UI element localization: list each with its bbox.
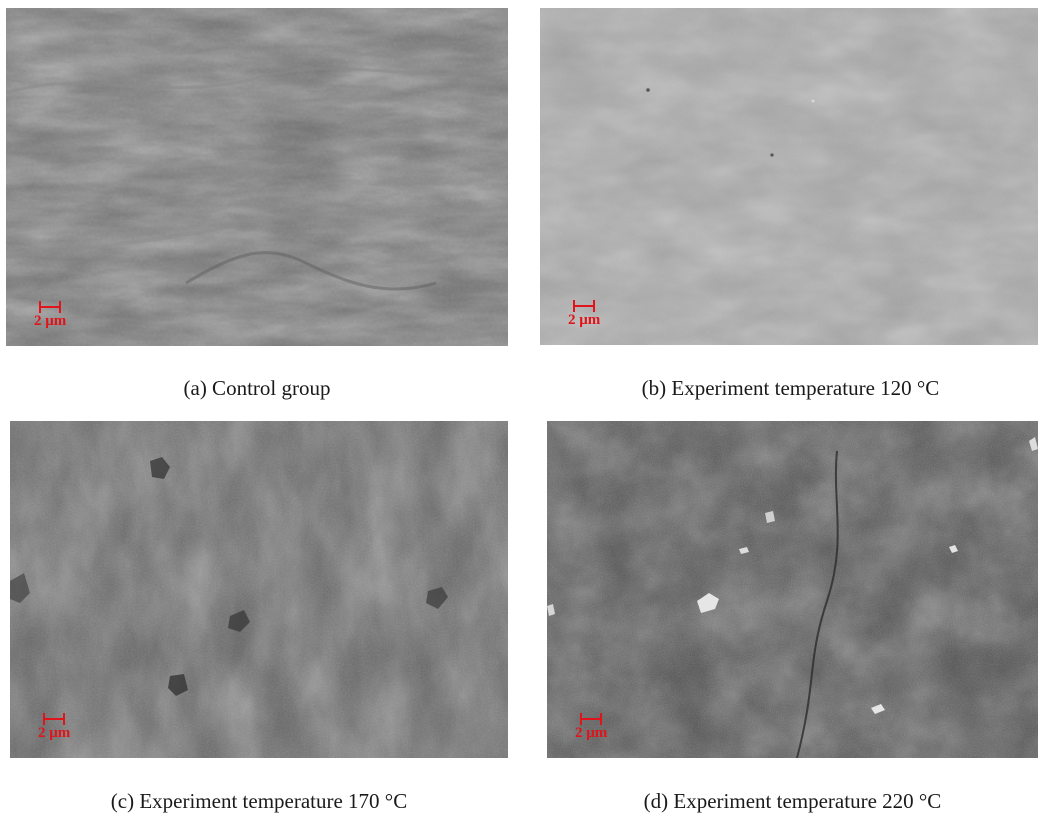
scale-bar-label: 2 μm: [575, 725, 608, 741]
sem-texture-c: [10, 421, 508, 758]
sem-texture-d: [547, 421, 1038, 758]
caption-control-group: (a) Control group: [183, 376, 331, 400]
sem-texture-a: [6, 8, 508, 346]
sem-image-120c: 2 μm: [540, 8, 1038, 345]
caption-220c: (d) Experiment temperature 220 °C: [643, 789, 942, 813]
sem-image-220c: 2 μm: [547, 421, 1038, 758]
sem-image-control-group: 2 μm: [6, 8, 508, 346]
scale-bar: 2 μm: [568, 299, 608, 339]
scale-bar-label: 2 μm: [38, 725, 71, 741]
scale-bar: 2 μm: [575, 712, 615, 752]
scale-bar: 2 μm: [34, 300, 74, 340]
scale-bar-label: 2 μm: [568, 312, 601, 328]
caption-120c: (b) Experiment temperature 120 °C: [641, 376, 940, 400]
sem-texture-b: [540, 8, 1038, 345]
caption-170c: (c) Experiment temperature 170 °C: [110, 789, 408, 813]
sem-image-170c: 2 μm: [10, 421, 508, 758]
scale-bar: 2 μm: [38, 712, 78, 752]
scale-bar-label: 2 μm: [34, 313, 67, 329]
